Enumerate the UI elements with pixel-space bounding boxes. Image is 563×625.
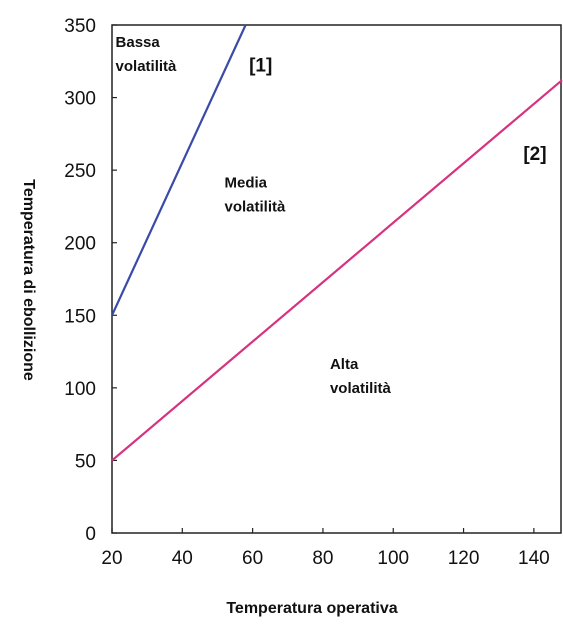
x-tick-label: 60	[242, 548, 263, 569]
region-label-2: [1]	[249, 55, 272, 76]
region-label-5: volatilità	[330, 380, 392, 397]
series-layer	[111, 24, 563, 462]
x-axis-ticks: 20 40 60 80 100 120 140	[101, 528, 550, 569]
x-tick-label: 20	[101, 548, 122, 569]
x-tick-label: 120	[448, 548, 480, 569]
plot-frame	[111, 24, 562, 534]
y-tick-label: 350	[64, 16, 96, 37]
y-tick-label: 50	[75, 451, 96, 472]
y-tick-label: 250	[64, 161, 96, 182]
region-label-3: Media	[225, 175, 268, 192]
x-tick-label: 40	[172, 548, 193, 569]
x-axis-title: Temperatura operativa	[226, 600, 397, 617]
region-label-4: [2]	[523, 144, 546, 165]
series-line-2	[111, 79, 563, 462]
annotation-layer: Bassa volatilità [1] Media volatilità [2] Alta…	[116, 34, 547, 397]
y-tick-label: 200	[64, 234, 96, 255]
region-label-1: Bassa	[116, 34, 161, 51]
x-tick-label: 100	[377, 548, 409, 569]
y-tick-label: 0	[85, 524, 96, 545]
x-tick-label: 80	[312, 548, 333, 569]
y-tick-label: 100	[64, 379, 96, 400]
y-tick-label: 300	[64, 89, 96, 110]
y-axis-ticks: 0 50 100 150 200 250 300 350	[64, 16, 117, 545]
y-tick-label: 150	[64, 306, 96, 327]
region-label-5: Alta	[330, 356, 359, 373]
plot-area	[111, 24, 562, 534]
series-line-1	[111, 24, 247, 316]
region-label-1: volatilità	[116, 58, 178, 75]
y-axis-title: Temperatura di ebollizione	[20, 179, 37, 381]
region-label-3: volatilità	[225, 199, 287, 216]
x-tick-label: 140	[518, 548, 550, 569]
